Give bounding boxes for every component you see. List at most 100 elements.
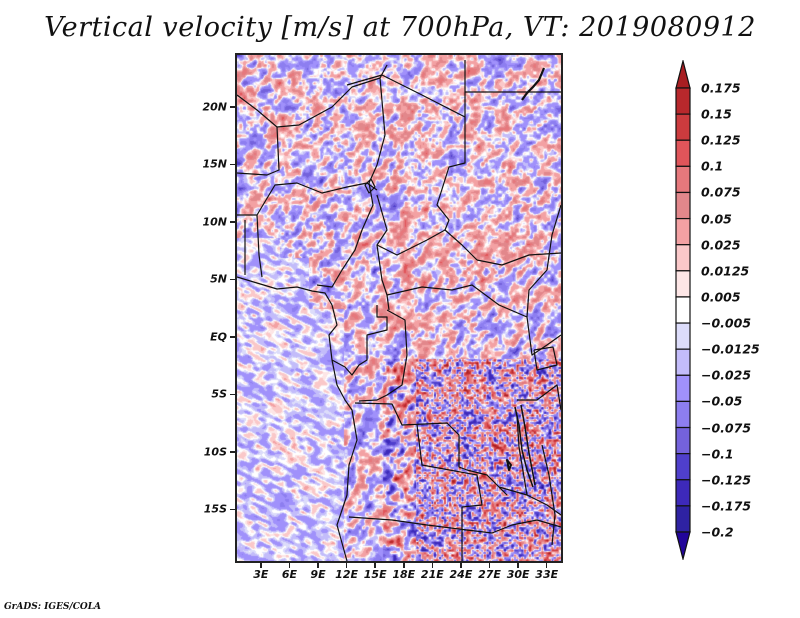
lake-nasser [521, 67, 546, 101]
colorbar-band [675, 374, 691, 403]
colorbar-label: −0.1 [701, 446, 734, 462]
x-tick-label: 24E [449, 568, 473, 581]
colorbar-band [675, 296, 691, 324]
x-tick-label: 18E [392, 568, 416, 581]
y-tick-label: 5S [211, 387, 227, 401]
colorbar-label: −0.075 [701, 420, 752, 436]
x-tick-label: 6E [281, 568, 297, 581]
lake-chad [364, 178, 376, 194]
border-angola-namibia [348, 516, 493, 534]
colorbar-label: 0.1 [701, 158, 724, 174]
y-tick-label: 15N [202, 157, 227, 171]
border-niger-chad [368, 77, 386, 184]
colorbar-band [675, 322, 691, 350]
y-tick-label: 5N [210, 272, 227, 286]
lake-mweru [506, 459, 512, 471]
border-tanzania-mozambique [526, 494, 561, 516]
colorbar-label: 0.075 [701, 184, 741, 200]
colorbar-band [675, 87, 691, 115]
x-tick [345, 563, 348, 568]
x-tick-label: 12E [335, 568, 358, 581]
border-libya-chad [346, 60, 466, 118]
colorbar-label: −0.125 [701, 472, 752, 488]
colorbar-label: −0.2 [701, 524, 734, 540]
colorbar-label: −0.005 [701, 315, 752, 331]
y-tick-label: 10N [202, 215, 227, 229]
border-malawi [541, 444, 556, 546]
y-tick [230, 163, 236, 165]
y-tick [230, 278, 236, 280]
colorbar-label: 0.005 [701, 289, 741, 305]
y-tick-label: 20N [202, 100, 227, 114]
colorbar-band [675, 217, 691, 246]
y-tick [230, 393, 236, 395]
border-ssudan-ethiopia [526, 204, 561, 318]
y-tick [230, 221, 236, 223]
colorbar-band [675, 505, 691, 533]
colorbar-band [675, 426, 691, 455]
x-tick [545, 563, 548, 568]
x-tick-label: 9E [310, 568, 326, 581]
colorbar-band [675, 348, 691, 376]
x-tick [403, 563, 405, 568]
border-nigeria-cameroon [316, 182, 374, 288]
border-algeria-niger [237, 64, 388, 128]
colorbar-label: 0.175 [701, 80, 741, 96]
colorbar-label: 0.025 [701, 237, 741, 253]
border-drc-angola [354, 402, 508, 496]
x-tick [288, 563, 291, 568]
chart-title: Vertical velocity [m/s] at 700hPa, VT: 2… [44, 12, 756, 43]
x-tick [460, 563, 462, 568]
x-tick-label: 21E [420, 568, 444, 581]
border-chad-car [376, 194, 478, 261]
colorbar [675, 60, 691, 560]
border-uganda-kenya [526, 316, 561, 356]
border-rwanda-tanzania [517, 384, 561, 411]
colorbar-label: 0.125 [701, 132, 741, 148]
y-tick-label: 10S [203, 445, 227, 459]
colorbar-extend-min [675, 531, 691, 560]
y-tick [230, 106, 236, 108]
colorbar-band [675, 113, 691, 141]
border-gabon [328, 304, 388, 376]
colorbar-label: 0.15 [701, 106, 732, 122]
y-tick [230, 451, 236, 453]
x-tick-label: 27E [478, 568, 501, 581]
colorbar-label: 0.0125 [701, 263, 750, 279]
footer-credit: GrADS: IGES/COLA [4, 602, 102, 612]
border-chad-sudan [436, 117, 466, 231]
border-niger-nigeria [237, 182, 378, 216]
x-tick-label: 15E [363, 568, 387, 581]
border-congo-drc [358, 309, 408, 402]
colorbar-band [675, 453, 691, 481]
colorbar-label: −0.025 [701, 367, 752, 383]
border-mali-niger [237, 126, 280, 176]
x-tick [374, 563, 376, 568]
x-tick [488, 563, 491, 568]
colorbar-extend-max [675, 60, 691, 89]
border-benin [256, 214, 263, 278]
x-tick [317, 563, 319, 568]
x-tick [260, 563, 262, 568]
coast-congo-angola [331, 359, 358, 561]
lake-victoria [533, 346, 558, 371]
map-plot-area [235, 53, 563, 563]
colorbar-band [675, 165, 691, 194]
border-angola-zambia [416, 424, 483, 561]
colorbar-label: −0.0125 [701, 341, 760, 357]
x-tick [431, 563, 434, 568]
y-tick-label: 15S [203, 502, 227, 516]
border-zimbabwe [491, 519, 561, 534]
coast-gulf-guinea [237, 276, 333, 306]
border-sudan-ssudan [476, 252, 561, 266]
colorbar-band [675, 244, 691, 272]
border-car-drc [386, 284, 528, 318]
colorbar-label: −0.05 [701, 393, 743, 409]
lake-tanganyika [514, 404, 536, 488]
x-tick-label: 3E [253, 568, 269, 581]
colorbar-label: 0.05 [701, 211, 732, 227]
x-tick [517, 563, 519, 568]
colorbar-band [675, 191, 691, 220]
colorbar-band [675, 479, 691, 507]
colorbar-band [675, 270, 691, 298]
